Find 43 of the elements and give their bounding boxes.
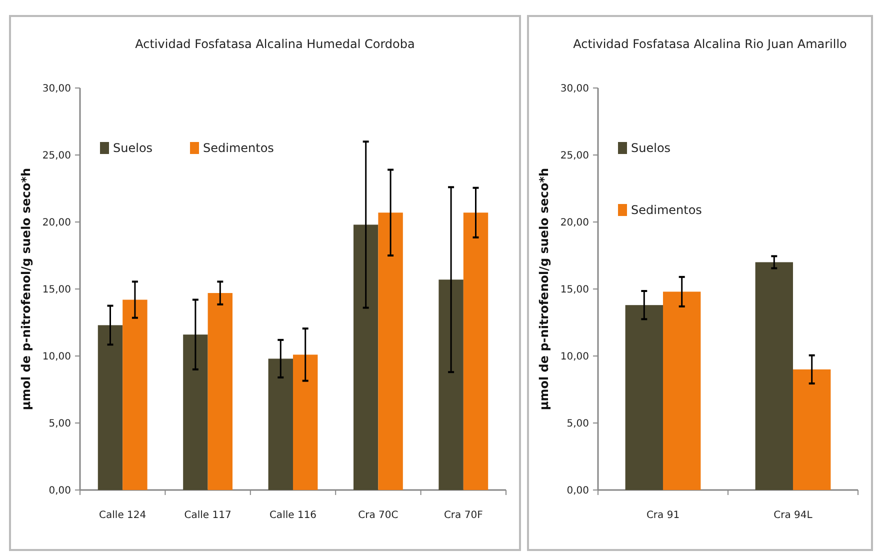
bar bbox=[208, 293, 233, 490]
x-tick-label: Cra 94L bbox=[774, 510, 813, 521]
legend-label: Sedimentos bbox=[631, 203, 702, 218]
y-tick-label: 5,00 bbox=[566, 418, 589, 430]
y-tick-label: 20,00 bbox=[560, 218, 589, 228]
x-tick-label: Cra 91 bbox=[646, 510, 680, 521]
y-tick-label: 0,00 bbox=[48, 486, 71, 496]
y-tick-label: 10,00 bbox=[42, 352, 71, 362]
bar bbox=[268, 358, 293, 490]
y-tick-label: 0,00 bbox=[566, 486, 589, 496]
y-tick-label: 10,00 bbox=[560, 352, 589, 362]
x-tick-label: Cra 70F bbox=[444, 510, 484, 521]
bar bbox=[183, 334, 208, 490]
y-tick-label: 15,00 bbox=[42, 284, 71, 296]
y-tick-label: 30,00 bbox=[560, 84, 589, 94]
bar bbox=[438, 280, 464, 490]
y-tick-label: 20,00 bbox=[42, 218, 71, 228]
x-tick-label: Cra 70C bbox=[358, 510, 398, 521]
y-tick-label: 15,00 bbox=[560, 284, 589, 296]
x-tick-label: Calle 117 bbox=[184, 510, 232, 521]
bar bbox=[378, 212, 403, 490]
bar bbox=[663, 292, 701, 490]
bar bbox=[625, 305, 663, 490]
chart-title: Actividad Fosfatasa Alcalina Rio Juan Amarillo bbox=[573, 37, 847, 51]
bar bbox=[353, 224, 378, 490]
legend-label: Suelos bbox=[113, 141, 153, 156]
x-tick-label: Calle 116 bbox=[269, 510, 317, 521]
bar bbox=[122, 300, 148, 490]
y-tick-label: 30,00 bbox=[42, 84, 71, 94]
chart-title: Actividad Fosfatasa Alcalina Humedal Cordoba bbox=[135, 37, 415, 51]
y-axis-title: µmol de p-nitrofenol/g suelo seco*h bbox=[537, 168, 551, 410]
bar bbox=[755, 262, 793, 490]
bar bbox=[793, 369, 831, 490]
bar bbox=[293, 354, 318, 490]
y-tick-label: 25,00 bbox=[560, 150, 589, 162]
y-axis-title: µmol de p-nitrofenol/g suelo seco*h bbox=[19, 168, 33, 410]
legend-label: Sedimentos bbox=[203, 141, 274, 156]
bar bbox=[98, 325, 123, 490]
x-tick-label: Calle 124 bbox=[99, 510, 146, 521]
legend-label: Suelos bbox=[631, 141, 671, 156]
y-tick-label: 25,00 bbox=[42, 150, 71, 162]
bar bbox=[463, 212, 488, 490]
y-tick-label: 5,00 bbox=[48, 418, 71, 430]
